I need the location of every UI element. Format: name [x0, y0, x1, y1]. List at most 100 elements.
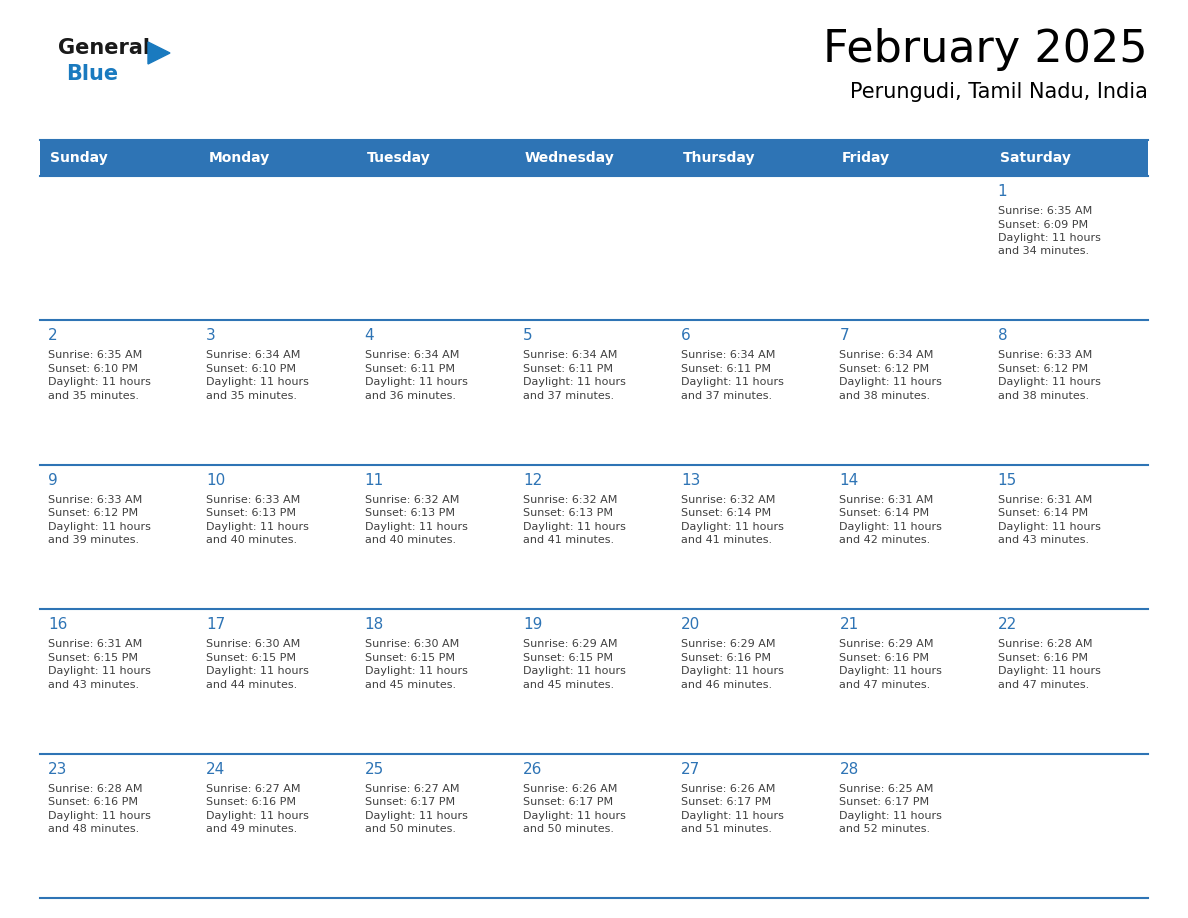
Text: 17: 17: [207, 617, 226, 633]
Text: Sunrise: 6:30 AM: Sunrise: 6:30 AM: [365, 639, 459, 649]
Text: Sunrise: 6:26 AM: Sunrise: 6:26 AM: [681, 784, 776, 793]
Text: and 48 minutes.: and 48 minutes.: [48, 824, 139, 834]
Text: and 50 minutes.: and 50 minutes.: [523, 824, 614, 834]
Text: Monday: Monday: [208, 151, 270, 165]
Text: Daylight: 11 hours: Daylight: 11 hours: [207, 811, 309, 821]
Text: Sunrise: 6:31 AM: Sunrise: 6:31 AM: [840, 495, 934, 505]
Bar: [514, 140, 674, 176]
Text: Sunset: 6:11 PM: Sunset: 6:11 PM: [365, 364, 455, 374]
Text: Sunset: 6:12 PM: Sunset: 6:12 PM: [998, 364, 1088, 374]
Text: Sunset: 6:13 PM: Sunset: 6:13 PM: [523, 509, 613, 519]
Text: and 34 minutes.: and 34 minutes.: [998, 247, 1089, 256]
Text: and 36 minutes.: and 36 minutes.: [365, 391, 455, 401]
Text: Sunrise: 6:35 AM: Sunrise: 6:35 AM: [998, 206, 1092, 216]
Text: Tuesday: Tuesday: [367, 151, 430, 165]
Text: Daylight: 11 hours: Daylight: 11 hours: [207, 377, 309, 387]
Text: Thursday: Thursday: [683, 151, 756, 165]
Text: Sunset: 6:16 PM: Sunset: 6:16 PM: [48, 797, 138, 807]
Text: 4: 4: [365, 329, 374, 343]
Text: 16: 16: [48, 617, 68, 633]
Text: Sunrise: 6:32 AM: Sunrise: 6:32 AM: [365, 495, 459, 505]
Text: 21: 21: [840, 617, 859, 633]
Bar: [990, 610, 1148, 754]
Text: Sunset: 6:09 PM: Sunset: 6:09 PM: [998, 219, 1088, 230]
Bar: [198, 610, 356, 754]
Text: 25: 25: [365, 762, 384, 777]
Text: Daylight: 11 hours: Daylight: 11 hours: [365, 811, 467, 821]
Text: 20: 20: [681, 617, 701, 633]
Text: Daylight: 11 hours: Daylight: 11 hours: [523, 521, 626, 532]
Text: Sunset: 6:16 PM: Sunset: 6:16 PM: [207, 797, 296, 807]
Text: 23: 23: [48, 762, 68, 777]
Text: Daylight: 11 hours: Daylight: 11 hours: [523, 666, 626, 677]
Text: Sunrise: 6:26 AM: Sunrise: 6:26 AM: [523, 784, 618, 793]
Text: Sunset: 6:15 PM: Sunset: 6:15 PM: [523, 653, 613, 663]
Text: 12: 12: [523, 473, 542, 487]
Bar: [514, 176, 674, 320]
Text: 7: 7: [840, 329, 849, 343]
Text: Saturday: Saturday: [1000, 151, 1070, 165]
Text: Sunset: 6:10 PM: Sunset: 6:10 PM: [207, 364, 296, 374]
Text: and 37 minutes.: and 37 minutes.: [523, 391, 614, 401]
Text: and 47 minutes.: and 47 minutes.: [998, 679, 1089, 689]
Polygon shape: [148, 42, 170, 64]
Text: Daylight: 11 hours: Daylight: 11 hours: [523, 377, 626, 387]
Text: Daylight: 11 hours: Daylight: 11 hours: [365, 521, 467, 532]
Text: and 41 minutes.: and 41 minutes.: [523, 535, 614, 545]
Text: and 42 minutes.: and 42 minutes.: [840, 535, 930, 545]
Bar: [832, 140, 990, 176]
Text: 1: 1: [998, 184, 1007, 199]
Text: 13: 13: [681, 473, 701, 487]
Text: Daylight: 11 hours: Daylight: 11 hours: [681, 666, 784, 677]
Text: Sunrise: 6:33 AM: Sunrise: 6:33 AM: [998, 351, 1092, 361]
Text: and 52 minutes.: and 52 minutes.: [840, 824, 930, 834]
Bar: [990, 754, 1148, 898]
Text: Daylight: 11 hours: Daylight: 11 hours: [681, 377, 784, 387]
Text: Daylight: 11 hours: Daylight: 11 hours: [998, 666, 1100, 677]
Text: and 45 minutes.: and 45 minutes.: [523, 679, 614, 689]
Text: February 2025: February 2025: [823, 28, 1148, 71]
Text: Sunrise: 6:34 AM: Sunrise: 6:34 AM: [840, 351, 934, 361]
Bar: [514, 610, 674, 754]
Text: and 41 minutes.: and 41 minutes.: [681, 535, 772, 545]
Bar: [514, 320, 674, 465]
Text: Daylight: 11 hours: Daylight: 11 hours: [48, 811, 151, 821]
Text: and 35 minutes.: and 35 minutes.: [207, 391, 297, 401]
Text: and 46 minutes.: and 46 minutes.: [681, 679, 772, 689]
Bar: [198, 465, 356, 610]
Text: and 40 minutes.: and 40 minutes.: [365, 535, 456, 545]
Text: Daylight: 11 hours: Daylight: 11 hours: [840, 521, 942, 532]
Bar: [40, 610, 198, 754]
Text: Sunrise: 6:33 AM: Sunrise: 6:33 AM: [207, 495, 301, 505]
Text: Sunset: 6:17 PM: Sunset: 6:17 PM: [681, 797, 771, 807]
Bar: [356, 610, 514, 754]
Text: and 43 minutes.: and 43 minutes.: [48, 679, 139, 689]
Text: Perungudi, Tamil Nadu, India: Perungudi, Tamil Nadu, India: [851, 82, 1148, 102]
Bar: [514, 465, 674, 610]
Text: and 51 minutes.: and 51 minutes.: [681, 824, 772, 834]
Text: Sunrise: 6:34 AM: Sunrise: 6:34 AM: [365, 351, 459, 361]
Text: 10: 10: [207, 473, 226, 487]
Text: Sunrise: 6:27 AM: Sunrise: 6:27 AM: [365, 784, 459, 793]
Bar: [356, 754, 514, 898]
Text: Sunset: 6:15 PM: Sunset: 6:15 PM: [365, 653, 455, 663]
Text: Sunset: 6:17 PM: Sunset: 6:17 PM: [365, 797, 455, 807]
Text: Sunrise: 6:29 AM: Sunrise: 6:29 AM: [523, 639, 618, 649]
Text: and 43 minutes.: and 43 minutes.: [998, 535, 1089, 545]
Text: 26: 26: [523, 762, 542, 777]
Text: Sunset: 6:16 PM: Sunset: 6:16 PM: [681, 653, 771, 663]
Text: 2: 2: [48, 329, 58, 343]
Bar: [40, 140, 198, 176]
Bar: [832, 754, 990, 898]
Text: Sunrise: 6:35 AM: Sunrise: 6:35 AM: [48, 351, 143, 361]
Text: Sunrise: 6:28 AM: Sunrise: 6:28 AM: [998, 639, 1092, 649]
Bar: [356, 140, 514, 176]
Text: Sunrise: 6:34 AM: Sunrise: 6:34 AM: [681, 351, 776, 361]
Text: Daylight: 11 hours: Daylight: 11 hours: [207, 521, 309, 532]
Text: 28: 28: [840, 762, 859, 777]
Text: Sunrise: 6:31 AM: Sunrise: 6:31 AM: [998, 495, 1092, 505]
Bar: [40, 176, 198, 320]
Text: Blue: Blue: [67, 64, 118, 84]
Bar: [832, 465, 990, 610]
Bar: [832, 320, 990, 465]
